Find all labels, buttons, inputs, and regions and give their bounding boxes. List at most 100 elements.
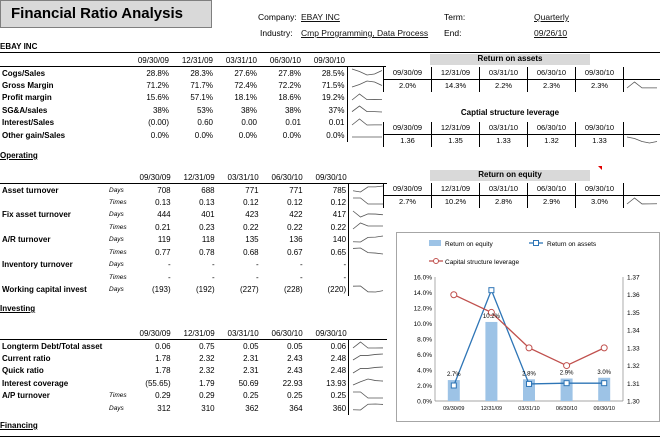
cell-value: 38% (152, 105, 169, 115)
cell-value: 0.12 (330, 197, 347, 207)
row-unit (107, 340, 129, 353)
row-unit: Times (109, 248, 127, 256)
company-short: EBAY INC (0, 42, 38, 51)
row-label (0, 271, 107, 284)
table-row: Fix asset turnover Days 444 401 423 422 417 (0, 208, 388, 221)
table-row: Current ratio 1.78 2.32 2.31 2.43 2.48 (0, 352, 388, 365)
x-tick-label: 03/31/10 (518, 406, 539, 412)
date-header: 06/30/10 (527, 122, 576, 135)
date-header: 09/30/09 (383, 67, 432, 80)
date-header: 12/31/09 (172, 327, 217, 340)
sparkline (351, 105, 382, 113)
company-label: Company: (258, 12, 297, 22)
table-row: Times 0.13 0.13 0.12 0.12 0.12 (0, 196, 388, 209)
y-tick-left: 14.0% (414, 290, 433, 297)
operating-section-label: Operating (0, 151, 38, 160)
ratio-value: 1.33 (479, 134, 528, 147)
ratio-value: 2.0% (383, 79, 432, 92)
cell-value: 2.32 (199, 366, 215, 376)
legend-label-roe: Return on equity (445, 241, 493, 248)
sparkline (352, 366, 384, 374)
table-row: Profit margin 15.6% 57.1% 18.1% 18.6% 19.2% (0, 91, 386, 104)
cell-value: 401 (201, 210, 215, 220)
date-header: 09/30/09 (128, 327, 173, 340)
cell-value: 0.25 (243, 391, 259, 401)
ratio-value: 14.3% (431, 79, 480, 92)
sparkline (353, 235, 384, 243)
date-header: 09/30/09 (383, 183, 432, 196)
sparkline (353, 247, 384, 255)
cell-value: 118 (201, 235, 215, 245)
cell-value: 364 (289, 403, 303, 413)
industry-value[interactable]: Cmp Programming, Data Process (301, 28, 429, 38)
cell-value: 0.13 (155, 197, 171, 207)
cell-value: - (299, 260, 303, 270)
term-value[interactable]: Quarterly (534, 12, 569, 22)
row-label: Working capital invest (2, 285, 87, 295)
end-label: End: (444, 28, 462, 38)
date-header: 03/31/10 (479, 67, 528, 80)
data-label: 3.0% (597, 370, 611, 376)
row-label (0, 196, 107, 209)
sparkline (353, 197, 384, 205)
x-tick-label: 09/30/10 (593, 406, 614, 412)
row-label: Inventory turnover (2, 260, 73, 270)
cell-value: 0.05 (243, 341, 259, 351)
y-tick-right: 1.37 (627, 275, 640, 282)
ratio-value: 1.36 (383, 134, 432, 147)
date-header: 12/31/09 (431, 67, 480, 80)
investing-section-label: Investing (0, 304, 36, 313)
ratio-value: 2.8% (479, 195, 528, 208)
date-header: 03/31/10 (479, 183, 528, 196)
cell-value: 2.31 (243, 366, 259, 376)
legend-marker-leverage (433, 258, 439, 264)
table-row: Gross Margin 71.2% 71.7% 72.4% 72.2% 71.5% (0, 79, 386, 92)
financing-section-label: Financing (0, 421, 38, 430)
cell-value: 312 (157, 403, 171, 413)
table-row: Longterm Debt/Total asset 0.06 0.75 0.05 0.0… (0, 339, 388, 353)
company-value[interactable]: EBAY INC (301, 12, 340, 22)
end-value[interactable]: 09/26/10 (534, 28, 568, 38)
date-header: 06/30/10 (527, 183, 576, 196)
cell-value: - (343, 260, 347, 270)
row-label: Asset turnover (2, 185, 59, 195)
point-roa (488, 287, 495, 294)
date-header: 06/30/10 (260, 327, 305, 340)
date-header: 09/30/10 (575, 122, 624, 135)
row-unit: Days (109, 186, 124, 194)
legend-marker-roa (533, 240, 539, 246)
cell-value: 0.22 (243, 222, 259, 232)
cell-value: 37% (328, 105, 345, 115)
table-row: Asset turnover Days 708 688 771 771 785 (0, 183, 388, 196)
cell-value: - (211, 272, 215, 282)
cell-value: - (343, 272, 347, 282)
cell-value: - (255, 260, 259, 270)
cell-value: 0.22 (287, 222, 303, 232)
point-leverage (487, 308, 495, 316)
operating-table: 09/30/09 12/31/09 03/31/10 06/30/10 09/30/10… (0, 171, 388, 296)
cell-value: (227) (239, 285, 259, 295)
term-label: Term: (444, 12, 466, 22)
cell-value: 0.01 (285, 118, 301, 128)
sparkline (351, 259, 385, 269)
cell-value: 0.01 (328, 118, 345, 128)
cell-value: 0.77 (155, 247, 171, 257)
ratio-value: 2.7% (383, 195, 432, 208)
cell-value: 785 (332, 185, 347, 195)
row-label: Gross Margin (2, 80, 54, 90)
row-label: A/P turnover (2, 391, 50, 401)
x-tick-label: 06/30/10 (556, 406, 577, 412)
row-label (0, 402, 107, 415)
row-label: Longterm Debt/Total asset (2, 341, 103, 351)
cell-value: 0.29 (199, 391, 215, 401)
roa-title: Return on assets (430, 54, 590, 65)
y-tick-left: 6.0% (417, 352, 432, 359)
date-header: 03/31/10 (216, 171, 261, 184)
y-tick-left: 0.0% (417, 399, 432, 406)
date-header: 06/30/10 (259, 54, 303, 67)
table-row: Inventory turnover Days - - - - - (0, 258, 388, 271)
sparkline (626, 196, 658, 204)
date-header: 06/30/10 (260, 171, 305, 184)
cell-value: 2.43 (287, 353, 303, 363)
sparkline (352, 210, 384, 218)
